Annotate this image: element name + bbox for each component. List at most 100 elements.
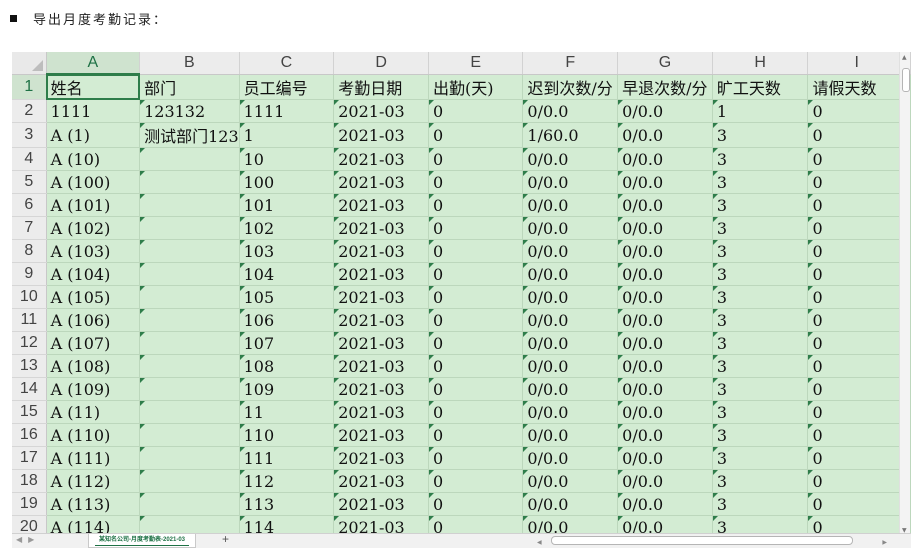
cell-g18[interactable]: 0/0.0 — [617, 469, 713, 493]
cell-c2[interactable]: 1111 — [239, 99, 335, 123]
cell-f8[interactable]: 0/0.0 — [522, 239, 619, 263]
cell-b5[interactable] — [139, 170, 240, 194]
cell-b16[interactable] — [139, 423, 240, 447]
scroll-up-icon[interactable]: ▲ — [902, 54, 907, 61]
vertical-scroll-thumb[interactable] — [902, 68, 910, 92]
cell-d5[interactable]: 2021-03 — [333, 170, 429, 194]
column-header-e[interactable]: E — [428, 52, 524, 75]
select-all-corner[interactable] — [12, 52, 47, 75]
cell-g3[interactable]: 0/0.0 — [617, 122, 713, 148]
cell-a17[interactable]: A (111) — [46, 446, 141, 470]
cell-h4[interactable]: 3 — [712, 147, 809, 171]
cell-h16[interactable]: 3 — [712, 423, 809, 447]
cell-c9[interactable]: 104 — [239, 262, 335, 286]
cell-e17[interactable]: 0 — [428, 446, 524, 470]
vertical-scrollbar[interactable]: ▲ ▼ — [899, 52, 910, 536]
column-header-b[interactable]: B — [139, 52, 240, 75]
cell-d14[interactable]: 2021-03 — [333, 377, 429, 401]
cell-c3[interactable]: 1 — [239, 122, 335, 148]
cell-f9[interactable]: 0/0.0 — [522, 262, 619, 286]
cell-b3[interactable]: 测试部门123 — [139, 122, 240, 148]
cell-g8[interactable]: 0/0.0 — [617, 239, 713, 263]
cell-e12[interactable]: 0 — [428, 331, 524, 355]
cell-e14[interactable]: 0 — [428, 377, 524, 401]
cell-c17[interactable]: 111 — [239, 446, 335, 470]
cell-h6[interactable]: 3 — [712, 193, 809, 217]
cell-b8[interactable] — [139, 239, 240, 263]
cell-b15[interactable] — [139, 400, 240, 424]
row-header[interactable]: 2 — [12, 99, 47, 123]
column-header-i[interactable]: I — [807, 52, 906, 75]
column-header-c[interactable]: C — [239, 52, 335, 75]
cell-d17[interactable]: 2021-03 — [333, 446, 429, 470]
cell-e4[interactable]: 0 — [428, 147, 524, 171]
cell-g4[interactable]: 0/0.0 — [617, 147, 713, 171]
cell-e2[interactable]: 0 — [428, 99, 524, 123]
row-header[interactable]: 6 — [12, 193, 47, 217]
cell-e3[interactable]: 0 — [428, 122, 524, 148]
cell-a4[interactable]: A (10) — [46, 147, 141, 171]
cell-f5[interactable]: 0/0.0 — [522, 170, 619, 194]
cell-a13[interactable]: A (108) — [46, 354, 141, 378]
cell-h14[interactable]: 3 — [712, 377, 809, 401]
horizontal-scroll-thumb[interactable] — [551, 536, 853, 545]
cell-i9[interactable]: 0 — [807, 262, 906, 286]
column-header-a[interactable]: A — [46, 52, 141, 75]
cell-e5[interactable]: 0 — [428, 170, 524, 194]
column-header-d[interactable]: D — [333, 52, 429, 75]
row-header[interactable]: 12 — [12, 331, 47, 355]
cell-c15[interactable]: 11 — [239, 400, 335, 424]
cell-d3[interactable]: 2021-03 — [333, 122, 429, 148]
cell-d20[interactable]: 2021-03 — [333, 515, 429, 536]
row-header[interactable]: 19 — [12, 492, 47, 516]
cell-g9[interactable]: 0/0.0 — [617, 262, 713, 286]
cell-e8[interactable]: 0 — [428, 239, 524, 263]
cell-b6[interactable] — [139, 193, 240, 217]
cell-h10[interactable]: 3 — [712, 285, 809, 309]
cell-a9[interactable]: A (104) — [46, 262, 141, 286]
cell-i12[interactable]: 0 — [807, 331, 906, 355]
row-header[interactable]: 16 — [12, 423, 47, 447]
cell-c7[interactable]: 102 — [239, 216, 335, 240]
cell-a10[interactable]: A (105) — [46, 285, 141, 309]
cell-c13[interactable]: 108 — [239, 354, 335, 378]
cell-b4[interactable] — [139, 147, 240, 171]
cell-d18[interactable]: 2021-03 — [333, 469, 429, 493]
cell-h20[interactable]: 3 — [712, 515, 809, 536]
cell-i4[interactable]: 0 — [807, 147, 906, 171]
cell-h17[interactable]: 3 — [712, 446, 809, 470]
cell-b10[interactable] — [139, 285, 240, 309]
horizontal-scrollbar[interactable]: ◀ ▶ — [537, 536, 887, 546]
cell-i2[interactable]: 0 — [807, 99, 906, 123]
cell-i14[interactable]: 0 — [807, 377, 906, 401]
cell-a2[interactable]: 1111 — [46, 99, 141, 123]
cell-a20[interactable]: A (114) — [46, 515, 141, 536]
cell-f13[interactable]: 0/0.0 — [522, 354, 619, 378]
cell-g2[interactable]: 0/0.0 — [617, 99, 713, 123]
cell-g13[interactable]: 0/0.0 — [617, 354, 713, 378]
add-sheet-button[interactable]: + — [222, 532, 230, 546]
row-header[interactable]: 5 — [12, 170, 47, 194]
row-header[interactable]: 13 — [12, 354, 47, 378]
cell-a5[interactable]: A (100) — [46, 170, 141, 194]
cell-b19[interactable] — [139, 492, 240, 516]
cell-a12[interactable]: A (107) — [46, 331, 141, 355]
column-header-f[interactable]: F — [522, 52, 619, 75]
cell-f10[interactable]: 0/0.0 — [522, 285, 619, 309]
row-header[interactable]: 8 — [12, 239, 47, 263]
cell-f14[interactable]: 0/0.0 — [522, 377, 619, 401]
cell-d2[interactable]: 2021-03 — [333, 99, 429, 123]
cell-i3[interactable]: 0 — [807, 122, 906, 148]
cell-d9[interactable]: 2021-03 — [333, 262, 429, 286]
cell-g10[interactable]: 0/0.0 — [617, 285, 713, 309]
scroll-right-icon[interactable]: ▶ — [882, 540, 887, 546]
column-header-h[interactable]: H — [712, 52, 809, 75]
cell-b1[interactable]: 部门 — [139, 74, 240, 100]
row-header[interactable]: 3 — [12, 122, 47, 148]
cell-f12[interactable]: 0/0.0 — [522, 331, 619, 355]
cell-f2[interactable]: 0/0.0 — [522, 99, 619, 123]
cell-i18[interactable]: 0 — [807, 469, 906, 493]
cell-d11[interactable]: 2021-03 — [333, 308, 429, 332]
cell-g19[interactable]: 0/0.0 — [617, 492, 713, 516]
cell-f20[interactable]: 0/0.0 — [522, 515, 619, 536]
